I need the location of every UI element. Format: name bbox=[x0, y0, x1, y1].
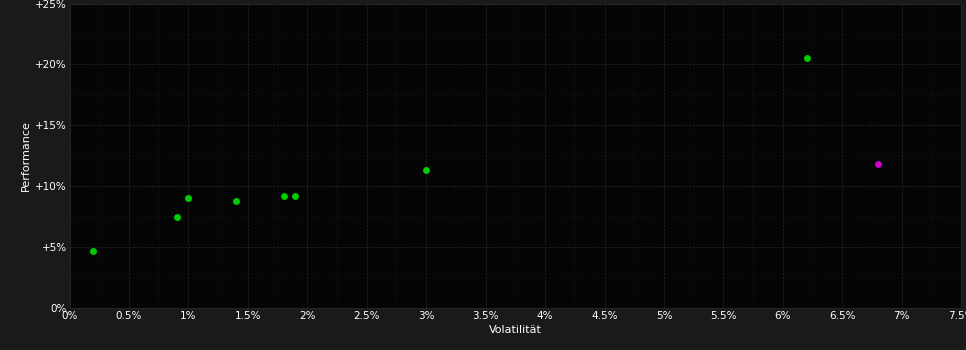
X-axis label: Volatilität: Volatilität bbox=[489, 325, 542, 335]
Y-axis label: Performance: Performance bbox=[21, 120, 31, 191]
Point bbox=[181, 196, 196, 201]
Point bbox=[288, 193, 303, 199]
Point bbox=[86, 248, 101, 253]
Point bbox=[418, 168, 434, 173]
Point bbox=[228, 198, 243, 204]
Point bbox=[169, 214, 185, 219]
Point bbox=[276, 193, 292, 199]
Point bbox=[870, 161, 886, 167]
Point bbox=[799, 56, 814, 61]
